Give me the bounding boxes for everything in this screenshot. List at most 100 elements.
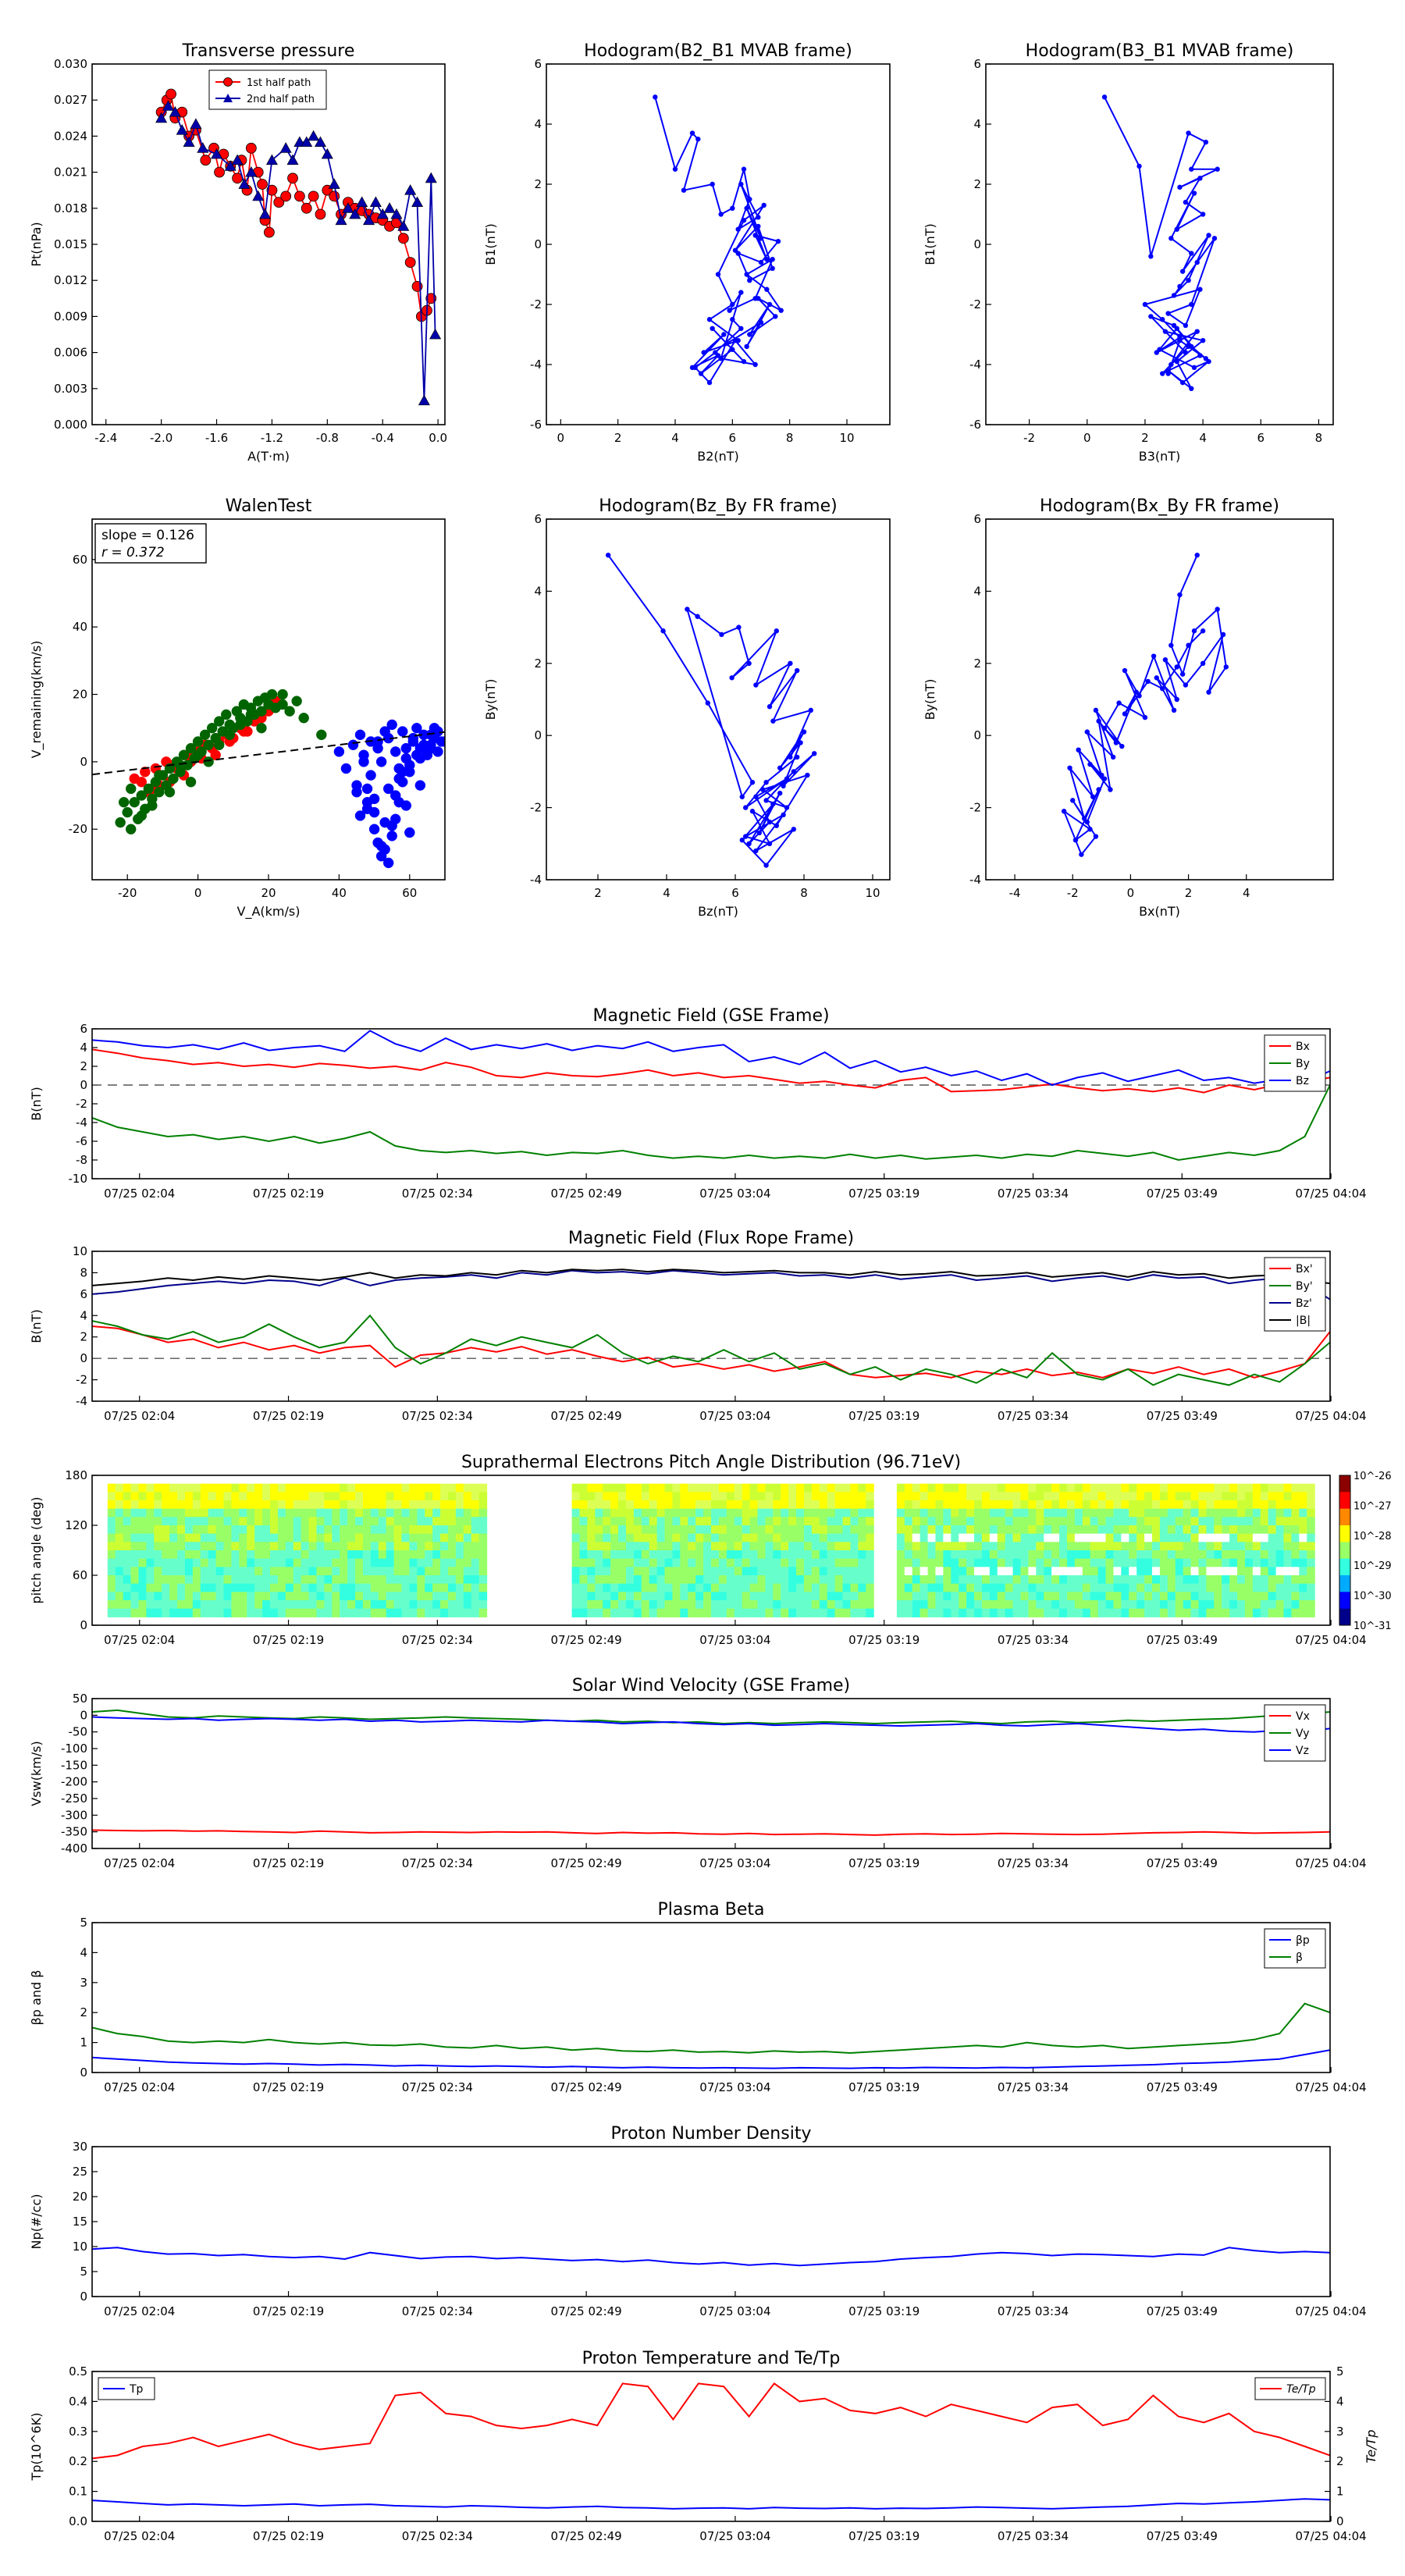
hodogram-point (791, 827, 796, 832)
heatmap-cell (966, 1600, 975, 1610)
heatmap-cell (935, 1608, 944, 1617)
heatmap-cell (1159, 1508, 1168, 1517)
heatmap-cell (1307, 1508, 1315, 1517)
hodogram-b3-b1-title: Hodogram(B3_B1 MVAB frame) (1026, 41, 1294, 61)
hodogram-bz-by-xtick-label: 10 (865, 886, 880, 900)
legend-label: Bx' (1296, 1263, 1313, 1276)
hodogram-point (770, 265, 775, 271)
heatmap-cell (625, 1558, 635, 1567)
hodogram-bx-by-ytick-label: 6 (973, 512, 981, 526)
hodogram-point (795, 667, 800, 674)
heatmap-cell (1159, 1517, 1168, 1526)
heatmap-cell (618, 1583, 627, 1592)
heatmap-cell (378, 1583, 387, 1592)
heatmap-cell (169, 1575, 178, 1585)
heatmap-cell (1044, 1550, 1052, 1560)
heatmap-cell (718, 1508, 727, 1517)
heatmap-cell (1283, 1608, 1293, 1617)
heatmap-cell (107, 1558, 116, 1567)
heatmap-cell (200, 1608, 209, 1617)
heatmap-cell (796, 1583, 805, 1592)
heatmap-cell (842, 1608, 852, 1617)
hodogram-point (1101, 725, 1108, 731)
vsw-ytick-label: -300 (61, 1808, 87, 1822)
heatmap-cell (417, 1575, 425, 1585)
heatmap-cell (718, 1483, 727, 1493)
heatmap-cell (169, 1492, 178, 1501)
heatmap-cell (811, 1542, 820, 1551)
heatmap-cell (340, 1567, 348, 1576)
hodogram-point (1151, 653, 1157, 659)
heatmap-cell (1036, 1592, 1044, 1601)
heatmap-cell (1252, 1500, 1261, 1510)
heatmap-cell (301, 1583, 310, 1592)
heatmap-cell (1144, 1583, 1153, 1592)
heatmap-cell (827, 1600, 836, 1610)
heatmap-cell (711, 1558, 720, 1567)
data-point-second-half (155, 112, 168, 123)
heatmap-cell (610, 1542, 619, 1551)
heatmap-cell (904, 1600, 913, 1610)
tp-time-tick-label: 07/25 02:34 (402, 2529, 473, 2543)
heatmap-cell (192, 1608, 201, 1617)
hodogram-point (1186, 130, 1191, 136)
hodogram-point (695, 614, 700, 619)
heatmap-cell (726, 1508, 735, 1517)
heatmap-cell (618, 1508, 627, 1517)
legend-marker-second-half (223, 94, 233, 102)
heatmap-cell (1074, 1550, 1083, 1560)
heatmap-cell (478, 1558, 488, 1567)
heatmap-cell (247, 1542, 255, 1551)
heatmap-cell (618, 1483, 627, 1493)
heatmap-cell (649, 1483, 658, 1493)
heatmap-cell (734, 1508, 743, 1517)
hodogram-point (710, 326, 715, 331)
data-point-green (316, 729, 327, 741)
heatmap-cell (1283, 1517, 1293, 1526)
heatmap-cell (1206, 1483, 1215, 1493)
data-point-green (118, 796, 130, 808)
heatmap-cell (587, 1500, 596, 1510)
beta-ytick-label: 1 (80, 2036, 87, 2050)
heatmap-cell (850, 1492, 859, 1501)
heatmap-cell (579, 1533, 588, 1542)
heatmap-cell (293, 1500, 302, 1510)
heatmap-cell (1090, 1542, 1099, 1551)
heatmap-cell (618, 1575, 627, 1585)
heatmap-cell (154, 1500, 162, 1510)
heatmap-cell (618, 1592, 627, 1601)
heatmap-cell (285, 1508, 294, 1517)
heatmap-cell (896, 1567, 905, 1576)
heatmap-cell (688, 1592, 696, 1601)
heatmap-cell (347, 1525, 356, 1535)
heatmap-cell (200, 1600, 209, 1610)
legend-marker-first-half (223, 77, 233, 87)
hodogram-point (730, 205, 735, 211)
heatmap-cell (633, 1492, 642, 1501)
heatmap-cell (1129, 1583, 1137, 1592)
heatmap-cell (162, 1525, 170, 1535)
heatmap-cell (1020, 1525, 1030, 1535)
heatmap-cell (680, 1483, 688, 1493)
series-line-Bz' (92, 1269, 1330, 1300)
mag-fr-legend: Bx'By'Bz'|B| (1264, 1257, 1326, 1332)
heatmap-cell (1059, 1508, 1068, 1517)
heatmap-cell (1074, 1608, 1083, 1617)
heatmap-cell (154, 1583, 162, 1592)
heatmap-cell (571, 1492, 581, 1501)
tp-ytick-label: 0.3 (69, 2425, 87, 2439)
heatmap-cell (981, 1542, 991, 1551)
data-point-first-half (245, 142, 257, 154)
heatmap-cell (974, 1508, 983, 1517)
heatmap-cell (432, 1533, 441, 1542)
heatmap-cell (378, 1542, 387, 1551)
heatmap-cell (966, 1508, 975, 1517)
heatmap-cell (858, 1592, 866, 1601)
heatmap-cell (904, 1592, 913, 1601)
heatmap-cell (811, 1483, 820, 1493)
heatmap-cell (262, 1492, 271, 1501)
tp-ytick-label-right: 2 (1336, 2454, 1344, 2468)
heatmap-cell (277, 1525, 286, 1535)
walen-test-xlabel: V_A(km/s) (237, 904, 301, 920)
legend-label: Tp (129, 2383, 144, 2396)
